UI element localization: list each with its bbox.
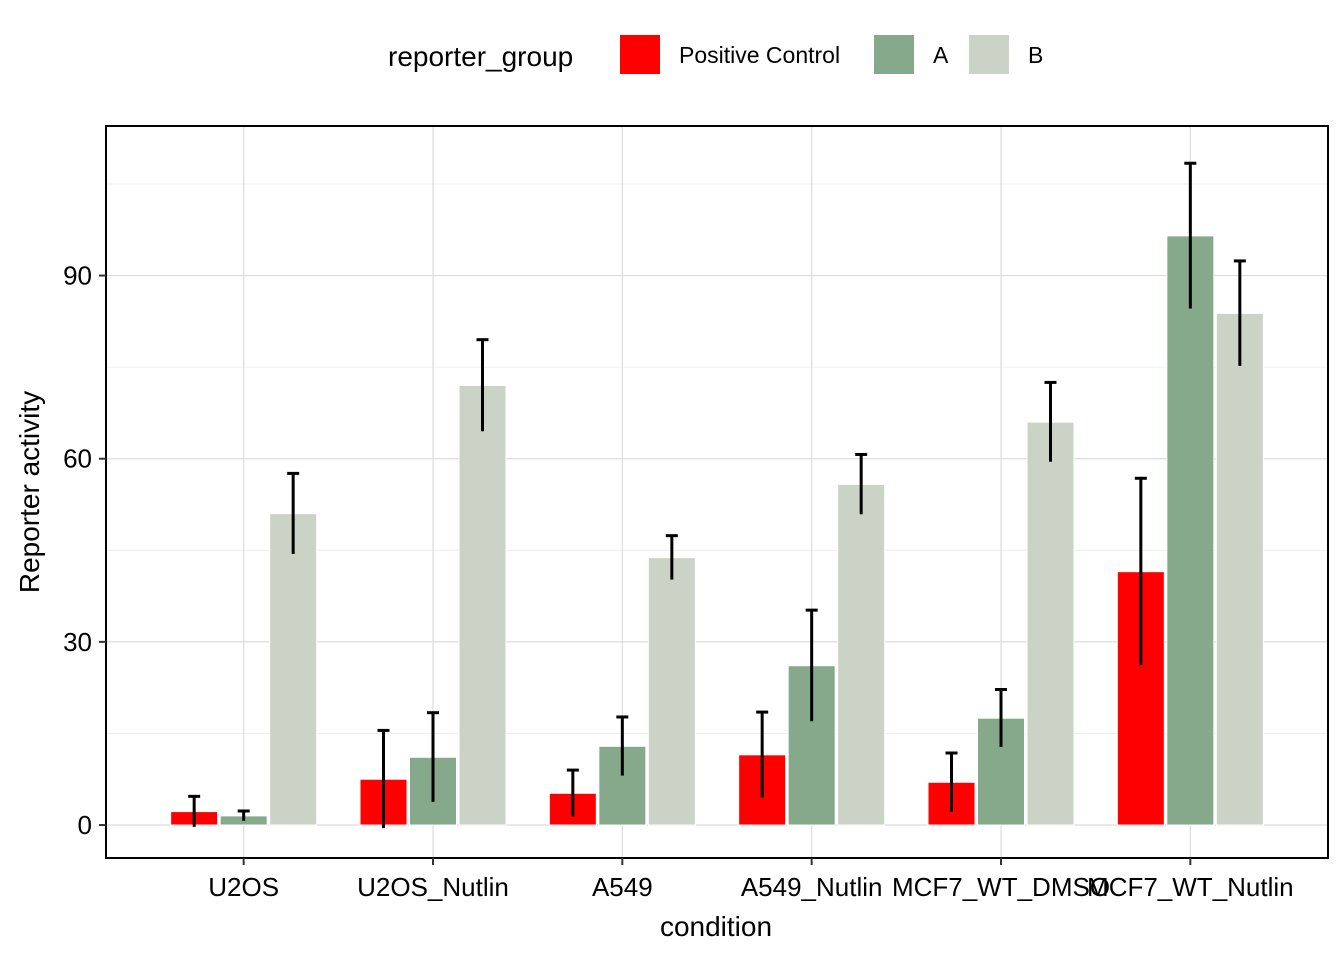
x-axis-title: condition bbox=[660, 911, 772, 942]
x-tick-label: U2OS_Nutlin bbox=[357, 872, 509, 902]
legend-title: reporter_group bbox=[388, 41, 573, 72]
bar bbox=[1166, 235, 1215, 826]
bar bbox=[837, 483, 886, 826]
legend-label: Positive Control bbox=[679, 42, 840, 68]
legend-key bbox=[874, 35, 914, 74]
bar bbox=[269, 513, 318, 826]
y-axis-title: Reporter activity bbox=[14, 391, 45, 593]
legend-label: B bbox=[1028, 42, 1043, 68]
legend-label: A bbox=[933, 42, 949, 68]
x-tick-label: U2OS bbox=[208, 872, 279, 902]
x-tick-label: A549 bbox=[592, 872, 653, 902]
bar bbox=[647, 557, 696, 826]
y-tick-label: 0 bbox=[78, 810, 92, 840]
error-bars bbox=[188, 161, 1246, 829]
x-tick-label: MCF7_WT_DMSO bbox=[892, 872, 1110, 902]
y-tick-label: 90 bbox=[63, 261, 92, 291]
bar bbox=[1026, 421, 1075, 826]
x-tick-label: MCF7_WT_Nutlin bbox=[1087, 872, 1294, 902]
bar bbox=[1215, 312, 1264, 826]
plot-area: 0 30 60 90 U2OS U2OS_Nutlin A549 A549_Nutlin MCF… bbox=[63, 125, 1329, 902]
bar bbox=[458, 384, 507, 826]
y-axis: 0 30 60 90 bbox=[63, 261, 106, 840]
y-tick-label: 30 bbox=[63, 627, 92, 657]
y-tick-label: 60 bbox=[63, 444, 92, 474]
legend-key bbox=[620, 35, 660, 74]
x-axis: U2OS U2OS_Nutlin A549 A549_Nutlin MCF7_WT_DM… bbox=[208, 858, 1294, 902]
legend: reporter_group Positive Control A B bbox=[388, 35, 1043, 74]
panel-border bbox=[105, 125, 1329, 859]
bars bbox=[170, 235, 1264, 826]
bar bbox=[977, 717, 1025, 826]
x-tick-label: A549_Nutlin bbox=[741, 872, 883, 902]
legend-key bbox=[969, 35, 1009, 74]
